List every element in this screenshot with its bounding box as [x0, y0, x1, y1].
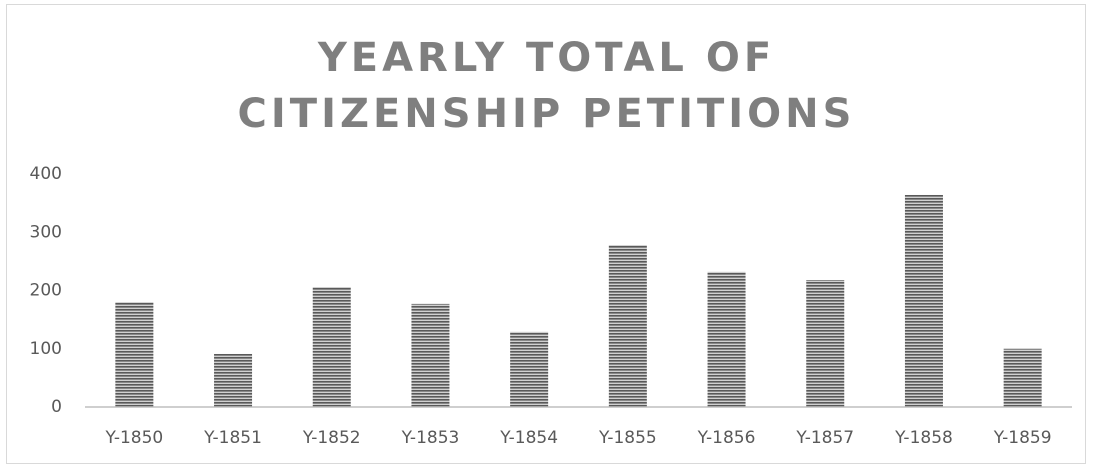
x-tick-label: Y-1856 [697, 428, 756, 448]
y-tick-label: 200 [30, 281, 62, 301]
y-tick-label: 100 [30, 339, 62, 359]
x-tick-label: Y-1858 [894, 428, 953, 448]
bar [707, 271, 746, 407]
bar [312, 287, 351, 407]
chart-frame [6, 4, 1086, 464]
bar [608, 245, 647, 407]
x-tick-label: Y-1857 [795, 428, 854, 448]
bar [806, 280, 845, 407]
bar [904, 194, 943, 407]
bar [115, 302, 154, 407]
x-tick-label: Y-1852 [302, 428, 361, 448]
x-tick-label: Y-1855 [598, 428, 657, 448]
x-tick-label: Y-1859 [993, 428, 1052, 448]
bar [510, 331, 549, 407]
y-tick-label: 0 [51, 397, 62, 417]
bar [1003, 348, 1042, 407]
chart-title: YEARLY TOTAL OF CITIZENSHIP PETITIONS [237, 35, 856, 137]
y-tick-label: 300 [30, 222, 62, 242]
bar [214, 353, 253, 407]
x-tick-label: Y-1851 [203, 428, 262, 448]
x-tick-label: Y-1854 [499, 428, 558, 448]
x-tick-label: Y-1850 [104, 428, 163, 448]
y-tick-label: 400 [30, 164, 62, 184]
bar [411, 303, 450, 407]
x-tick-label: Y-1853 [401, 428, 460, 448]
